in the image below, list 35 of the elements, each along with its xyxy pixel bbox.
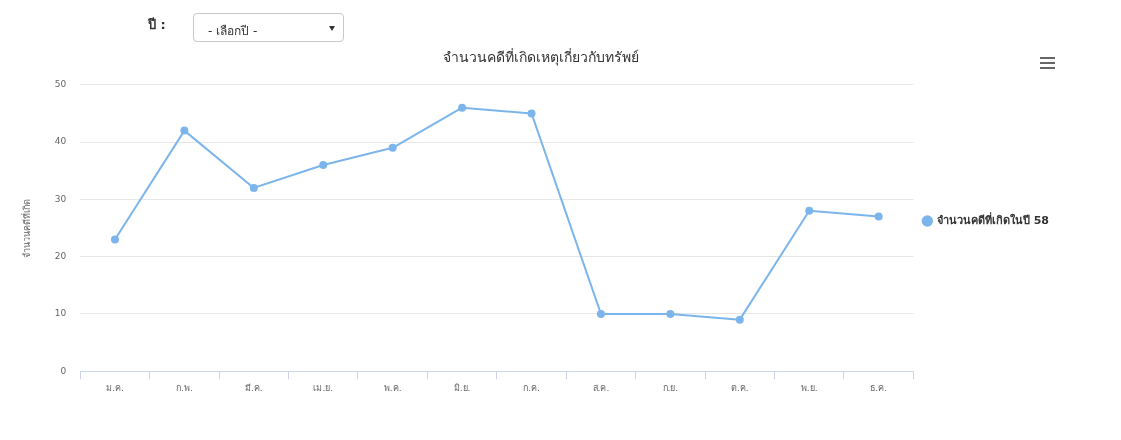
x-tick-label: พ.ค. — [383, 382, 402, 393]
chart-title: จำนวนคดีที่เกิดเหตุเกี่ยวกับทรัพย์ — [442, 48, 639, 67]
x-tick-label: ก.ค. — [523, 382, 540, 393]
text: ปี : — [148, 16, 166, 34]
point — [319, 160, 328, 169]
point — [249, 183, 258, 192]
y-tick-label: 40 — [54, 136, 67, 147]
y-tick-label: 0 — [60, 365, 67, 376]
x-tick-label: มิ.ย. — [453, 382, 471, 393]
point — [805, 206, 814, 215]
point — [735, 315, 744, 324]
point — [527, 109, 536, 118]
y-axis-title: จำนวนคดีที่เกิด — [19, 198, 32, 258]
point — [180, 126, 189, 135]
x-tick-label: ต.ค. — [730, 382, 749, 393]
x-tick-label: เม.ย. — [313, 382, 334, 393]
x-tick-label: ส.ค. — [592, 382, 610, 393]
x-tick-label: ก.พ. — [176, 382, 193, 393]
legend-label: จำนวนคดีที่เกิดในปี 58 — [936, 211, 1049, 227]
y-tick-label: 30 — [54, 193, 67, 204]
x-tick-label: ม.ค. — [106, 382, 124, 393]
y-tick-label: 50 — [54, 79, 67, 90]
x-tick-label: มี.ค. — [244, 382, 263, 393]
x-tick-label: ธ.ค. — [870, 382, 888, 393]
point — [458, 103, 467, 112]
point — [388, 143, 397, 152]
point — [666, 309, 675, 318]
y-tick-label: 20 — [54, 250, 67, 261]
point — [596, 309, 605, 318]
point — [110, 235, 119, 244]
dropdown-field: - เลือกปี - — [193, 13, 344, 42]
y-tick-label: 10 — [54, 308, 67, 319]
point — [874, 212, 883, 221]
x-tick-label: ก.ย. — [662, 382, 679, 393]
x-tick-label: พ.ย. — [800, 382, 818, 393]
